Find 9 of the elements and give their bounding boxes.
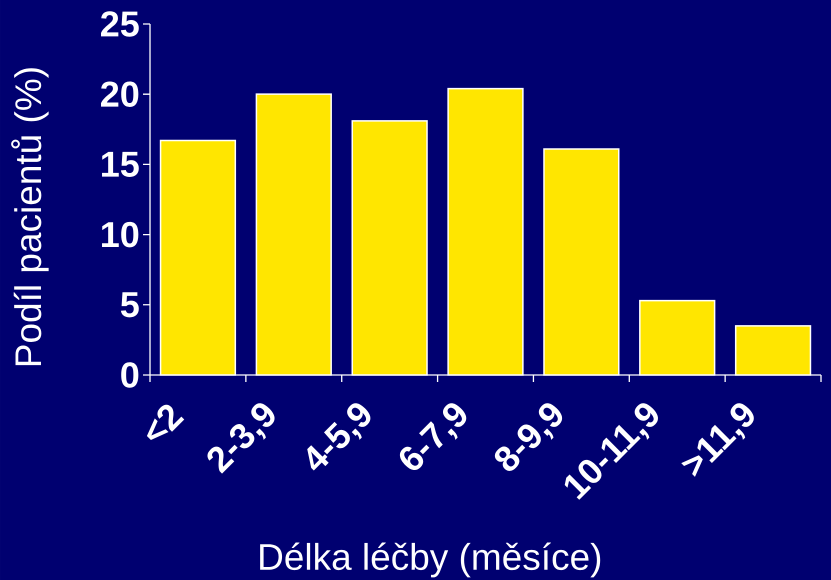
y-tick-label: 20 [101,81,138,107]
y-tick-label: 5 [120,292,139,318]
x-tick-label: <2 [146,404,184,440]
y-tick-label: 15 [102,152,139,177]
y-tick-label: 25 [101,11,139,37]
y-axis-title: Podíl pacientů (%) [11,68,49,366]
x-axis-title: Délka léčby (měsíce) [260,542,600,578]
y-tick-label: 0 [121,362,138,388]
y-tick-label: 10 [102,222,138,248]
